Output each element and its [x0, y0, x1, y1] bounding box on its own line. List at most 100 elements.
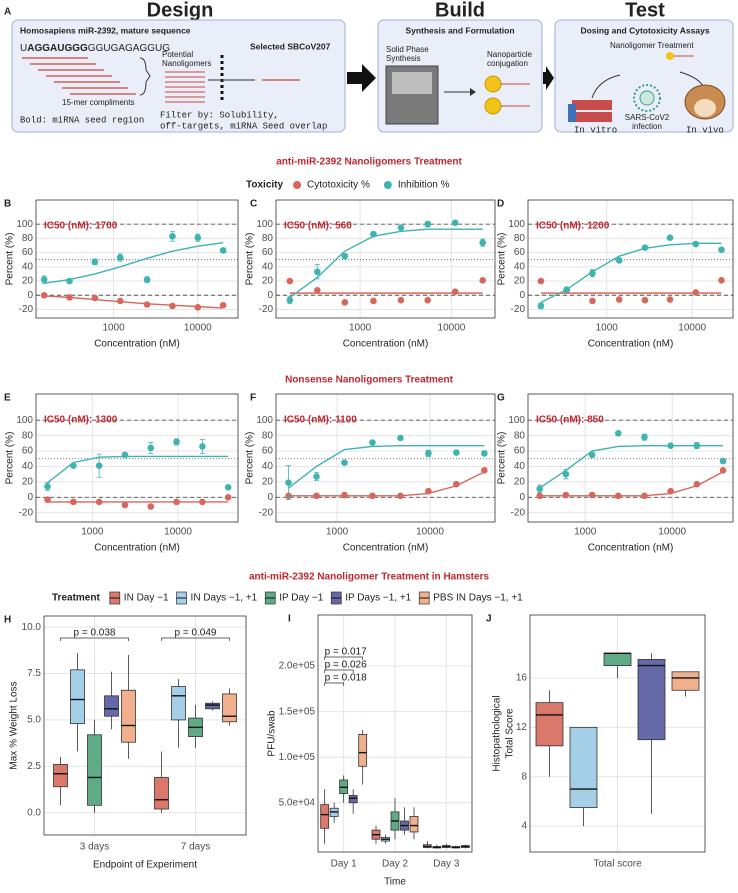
label: Filter by: Solubility,	[160, 110, 279, 120]
point	[641, 296, 649, 304]
y-tick-label: 7.5	[27, 668, 41, 679]
seq-seed: AGGAUGGG	[27, 43, 88, 54]
point	[40, 276, 48, 283]
y-tick-label: 20	[22, 276, 34, 287]
point	[588, 451, 596, 459]
ic50-label: IC50 (nM): 1300	[44, 415, 118, 426]
y-tick-label: 20	[514, 477, 526, 488]
point	[169, 232, 176, 240]
point	[536, 492, 544, 500]
bracket	[60, 637, 129, 641]
panel-letter: H	[4, 615, 11, 626]
point	[173, 498, 180, 506]
y-tick-label: 80	[22, 430, 34, 441]
label: SARS-CoV2	[625, 113, 670, 122]
point	[641, 244, 649, 251]
y-tick-label: -20	[511, 304, 526, 315]
y-tick-label: 40	[262, 461, 274, 472]
point	[219, 247, 227, 254]
label: In vivo	[686, 125, 724, 135]
y-tick-label: 40	[514, 261, 526, 272]
x-tick-label: 10000	[416, 527, 444, 538]
label: Nanoligomers	[162, 59, 211, 68]
point	[719, 467, 727, 474]
point	[116, 254, 124, 261]
y-tick-label: 60	[262, 446, 274, 457]
y-tick-label: 80	[22, 233, 34, 244]
y-tick-label: 80	[514, 430, 526, 441]
x-tick-label: 1000	[102, 323, 125, 334]
x-axis-title: Concentration (nM)	[94, 543, 180, 554]
point	[224, 484, 232, 491]
y-axis-title: Percent (%)	[497, 233, 508, 286]
section-title: anti-miR-2392 Nanoligomer Treatment in H…	[249, 572, 490, 583]
point	[40, 291, 48, 299]
y-axis-title: Histopathological	[492, 695, 503, 771]
box	[348, 795, 358, 804]
plot-border	[529, 614, 706, 853]
point	[341, 252, 349, 260]
panel-letter: F	[250, 393, 256, 404]
point	[425, 450, 432, 457]
x-tick-label: 1000	[326, 527, 349, 538]
point	[314, 268, 321, 276]
y-tick-label: 60	[514, 446, 526, 457]
legend-label: IN Days −1, +1	[191, 593, 258, 604]
synthesizer-window	[392, 72, 432, 94]
y-tick-label: 16	[516, 673, 528, 684]
point	[121, 451, 129, 459]
label: Bold: miRNA seed region	[20, 115, 144, 125]
point	[589, 297, 596, 305]
seq-prefix: U	[20, 43, 27, 54]
x-tick-label: 3 days	[80, 842, 109, 853]
oligo-lines	[22, 57, 136, 95]
point	[641, 492, 648, 500]
point	[341, 299, 349, 306]
y-tick-label: 20	[22, 477, 34, 488]
y-tick-label: 0.0	[27, 807, 41, 818]
point	[194, 304, 202, 311]
y-axis-title: Percent (%)	[5, 432, 16, 485]
x-tick-label: 10000	[658, 527, 686, 538]
x-tick-label: 10000	[164, 527, 192, 538]
y-tick-label: -20	[511, 507, 526, 518]
box	[603, 652, 632, 667]
plot-border	[35, 393, 239, 523]
point	[479, 239, 486, 246]
point	[219, 301, 227, 309]
plot-background	[44, 616, 246, 835]
point	[397, 296, 405, 304]
ic50-label: IC50 (nM): 1200	[536, 221, 610, 232]
point	[692, 289, 700, 296]
point	[424, 220, 432, 228]
point	[44, 483, 51, 490]
ic50-label: IC50 (nM): 1700	[44, 221, 118, 232]
y-tick-label: 60	[262, 247, 274, 258]
point	[425, 487, 432, 495]
panel-letter: A	[4, 7, 11, 18]
point	[286, 296, 294, 304]
y-tick-label: 100	[256, 415, 273, 426]
point	[369, 439, 376, 446]
point	[693, 480, 701, 488]
virus	[633, 84, 661, 112]
x-tick-label: Day 1	[331, 859, 358, 870]
point	[70, 498, 77, 506]
label: infection	[632, 122, 662, 131]
x-tick-label: 1000	[596, 323, 619, 334]
point	[91, 294, 99, 302]
bracket	[324, 682, 345, 686]
box	[205, 702, 220, 710]
point	[719, 457, 727, 465]
y-axis-title: Percent (%)	[245, 432, 256, 485]
x-tick-label: 10000	[184, 323, 212, 334]
y-axis-title: PFU/swab	[267, 710, 278, 757]
y-tick-label: 2.0e+05	[279, 661, 316, 672]
label: Potential	[162, 50, 193, 59]
x-tick-label: Day 2	[382, 859, 409, 870]
legend-label: IN Day −1	[124, 593, 169, 604]
y-axis-title: Percent (%)	[5, 233, 16, 286]
plot-border	[527, 199, 734, 319]
ic50-label: IC50 (nM): 560	[284, 221, 352, 232]
